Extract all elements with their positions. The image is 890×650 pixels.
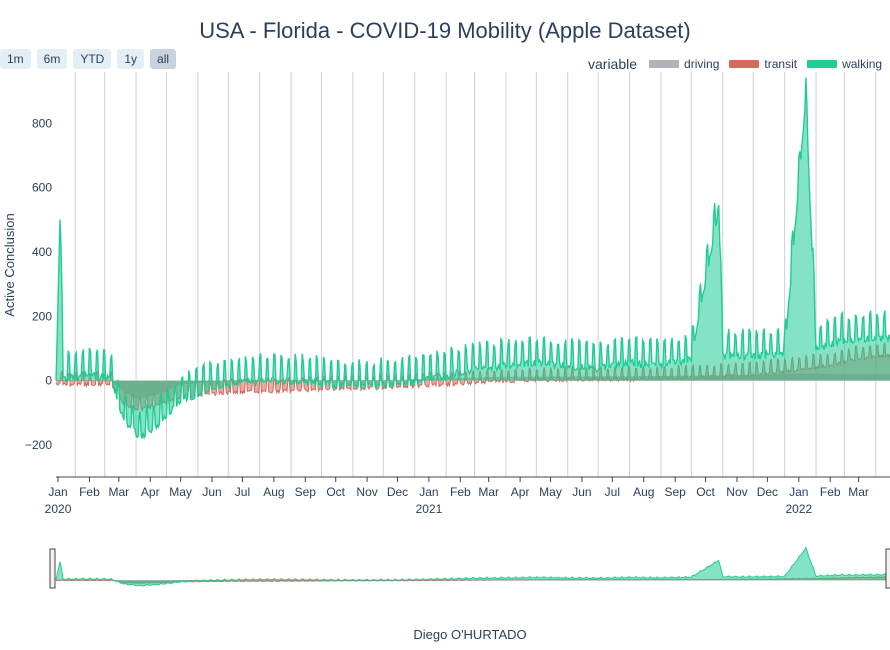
range-button-6m[interactable]: 6m [36, 49, 68, 69]
range-button-ytd[interactable]: YTD [73, 49, 112, 69]
x-tick-label: Apr [141, 485, 160, 499]
x-tick-label: Sep [295, 485, 317, 499]
legend-label-transit: transit [764, 57, 798, 71]
y-axis-label: Active Conclusion [2, 213, 17, 316]
x-tick-label: Oct [326, 485, 345, 499]
y-tick-label: 800 [32, 116, 52, 130]
x-tick-label: Jun [572, 485, 591, 499]
x-tick-label: Jul [605, 485, 620, 499]
gridlines [74, 72, 877, 477]
legend-swatch-driving [649, 60, 680, 68]
x-tick-label: Nov [726, 485, 747, 499]
x-tick-label: Oct [696, 485, 715, 499]
legend-swatch-transit [729, 60, 760, 68]
range-handle-left[interactable] [49, 548, 56, 589]
x-tick-label: Dec [757, 485, 778, 499]
series-walking-line[interactable] [55, 77, 890, 440]
x-tick-label: Jun [202, 485, 221, 499]
range-button-all[interactable]: all [150, 49, 177, 69]
x-year-label: 2021 [416, 502, 443, 516]
legend-item-driving[interactable]: driving [649, 57, 719, 71]
legend-item-walking[interactable]: walking [807, 57, 882, 71]
range-button-1m[interactable]: 1m [0, 49, 31, 69]
chart-title: USA - Florida - COVID-19 Mobility (Apple… [199, 18, 691, 43]
range-slider[interactable] [49, 546, 890, 589]
y-tick-label: 0 [45, 374, 52, 388]
legend-swatch-walking [807, 60, 838, 68]
legend-item-transit[interactable]: transit [729, 57, 797, 71]
range-button-1y[interactable]: 1y [117, 49, 145, 69]
x-year-label: 2020 [45, 502, 72, 516]
range-handle-right[interactable] [885, 548, 890, 589]
legend-label-driving: driving [684, 57, 720, 71]
range-selector: 1m 6m YTD 1y all [0, 49, 177, 69]
y-tick-label: −200 [25, 438, 52, 452]
legend-title: variable [588, 56, 638, 72]
x-tick-label: Feb [820, 485, 841, 499]
y-tick-label: 200 [32, 309, 52, 323]
x-tick-label: Dec [387, 485, 408, 499]
x-tick-label: Mar [478, 485, 499, 499]
x-tick-label: Apr [511, 485, 530, 499]
x-tick-label: Nov [356, 485, 377, 499]
axes: Jan 2020 Feb Mar Apr May Jun Jul Aug Sep Oct Nov Dec… [25, 116, 890, 516]
x-tick-label: Aug [263, 485, 284, 499]
x-tick-label: Jan [419, 485, 438, 499]
legend: variable driving transit walking [588, 56, 890, 72]
x-tick-label: Mar [848, 485, 869, 499]
x-tick-label: Sep [664, 485, 686, 499]
legend-label-walking: walking [842, 57, 883, 71]
mini-series-walking-area [56, 547, 890, 586]
author-credit: Diego O'HURTADO [413, 627, 527, 642]
x-tick-label: May [539, 485, 562, 499]
y-tick-label: 600 [32, 181, 52, 195]
x-tick-label: Jan [48, 485, 67, 499]
y-tick-label: 400 [32, 245, 52, 259]
x-tick-label: Mar [108, 485, 129, 499]
x-year-label: 2022 [785, 502, 812, 516]
x-tick-label: Feb [79, 485, 100, 499]
x-tick-label: Jan [789, 485, 808, 499]
x-tick-label: Feb [450, 485, 471, 499]
x-tick-label: Jul [235, 485, 250, 499]
x-tick-label: May [169, 485, 192, 499]
x-tick-label: Aug [633, 485, 654, 499]
mini-series-walking-line [55, 546, 890, 587]
plot-area[interactable] [55, 77, 890, 440]
